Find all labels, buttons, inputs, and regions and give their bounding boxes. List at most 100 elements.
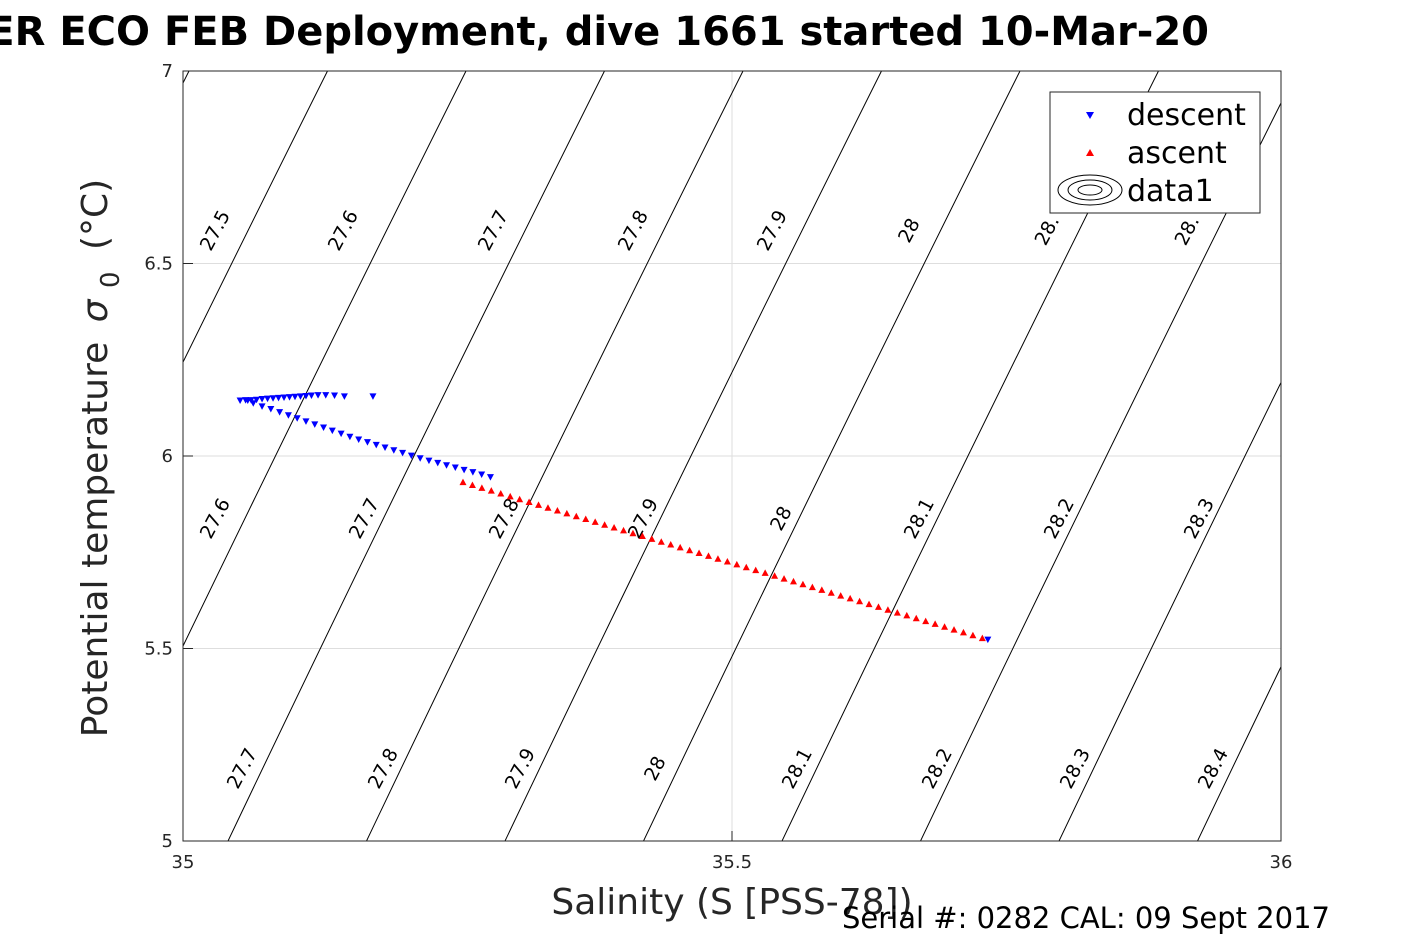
descent-point (451, 464, 459, 472)
descent-point (363, 439, 371, 446)
ascent-point (874, 603, 882, 610)
ascent-point (780, 575, 788, 582)
ascent-point (610, 524, 618, 531)
ascent-point (601, 521, 609, 528)
descent-point (236, 397, 244, 405)
ascent-point (931, 620, 939, 627)
descent-point (337, 430, 345, 438)
ascent-point (478, 484, 486, 491)
descent-point (346, 433, 354, 441)
descent-point (390, 447, 398, 454)
y-tick-label: 5.5 (144, 639, 173, 660)
descent-point (443, 462, 451, 469)
descent-point (486, 474, 494, 481)
y-tick-label: 7 (162, 61, 173, 82)
descent-point (407, 452, 415, 460)
ascent-point (705, 552, 713, 559)
legend-ascent-marker (1086, 149, 1094, 156)
ascent-point (789, 577, 797, 585)
ascent-point (912, 614, 920, 622)
ascent-point (808, 583, 816, 591)
ascent-point (723, 558, 731, 565)
ascent-point (903, 611, 911, 619)
chart-title: TER ECO FEB Deployment, dive 1661 starte… (0, 9, 1209, 55)
descent-point (320, 424, 328, 432)
axis-ticks: 35 35.5 36 5 5.5 6 6.5 7 (144, 61, 1292, 873)
descent-point (293, 415, 301, 422)
ascent-point (553, 507, 561, 514)
legend-contour-icon (1057, 174, 1123, 206)
ascent-point (941, 623, 949, 630)
ascent-point (950, 626, 958, 633)
ascent-point (818, 586, 826, 593)
x-tick-label: 36 (1270, 852, 1293, 873)
y-tick-label: 6.5 (144, 254, 173, 275)
isopycnal-line (227, 71, 606, 841)
ascent-point (487, 487, 495, 494)
descent-point (369, 393, 377, 400)
legend-box (1049, 91, 1261, 214)
descent-point (249, 400, 257, 407)
ascent-point (856, 597, 864, 605)
descent-point (302, 392, 310, 400)
y-axis-label-unit: (°C) (75, 179, 116, 250)
ascent-point (865, 600, 873, 608)
ascent-point (629, 529, 637, 537)
isopycnal-line (1058, 381, 1281, 841)
ascent-point (846, 594, 854, 602)
descent-point (253, 396, 261, 404)
ascent-point (978, 634, 986, 642)
y-tick-label: 6 (162, 446, 173, 467)
descent-point (355, 436, 363, 443)
ascent-point (657, 538, 665, 545)
ascent-point (535, 501, 543, 508)
ascent-point (544, 504, 552, 511)
ascent-point (497, 490, 505, 497)
legend-ascent-label: ascent (1127, 136, 1227, 171)
ascent-point (761, 569, 769, 576)
ascent-point (572, 512, 580, 520)
descent-point (264, 395, 272, 403)
descent-point (291, 393, 299, 401)
descent-point (267, 406, 275, 413)
legend-descent-label: descent (1127, 98, 1246, 133)
descent-point (460, 466, 468, 474)
descent-point (280, 394, 288, 401)
descent-point (314, 392, 322, 399)
ascent-point (884, 606, 892, 613)
descent-point (434, 459, 442, 467)
descent-series (236, 392, 992, 644)
ascent-point (676, 543, 684, 551)
isopycnal-line (365, 71, 744, 841)
descent-point (269, 395, 277, 402)
ascent-point (582, 515, 590, 523)
legend-descent-marker (1086, 112, 1094, 119)
isopycnal-line (642, 71, 1021, 841)
ascent-point (733, 560, 741, 568)
ascent-point (771, 572, 779, 579)
ascent-point (468, 481, 476, 489)
x-tick-label: 35.5 (712, 852, 752, 873)
descent-point (307, 392, 315, 400)
ascent-point (799, 580, 807, 588)
x-axis-label: Salinity (S [PSS-78]) (551, 882, 912, 923)
ascent-point (742, 563, 750, 571)
isopycnal-line (0, 51, 61, 861)
svg-text:Potential temperature σ: Potential temperature σ 0 (°C) (75, 179, 128, 737)
ascent-point (893, 609, 901, 616)
descent-point (340, 393, 348, 400)
ascent-point (506, 492, 514, 500)
descent-point (258, 403, 266, 410)
descent-point (322, 392, 330, 399)
isopycnal-line (504, 71, 883, 841)
descent-point (276, 409, 284, 416)
ascent-point (591, 518, 599, 525)
ascent-point (525, 498, 533, 506)
ascent-point (827, 589, 835, 596)
isopycnal-line (1327, 51, 1417, 861)
descent-point (258, 396, 266, 403)
ascent-point (516, 495, 524, 503)
descent-point (244, 397, 252, 405)
descent-point (399, 449, 407, 457)
